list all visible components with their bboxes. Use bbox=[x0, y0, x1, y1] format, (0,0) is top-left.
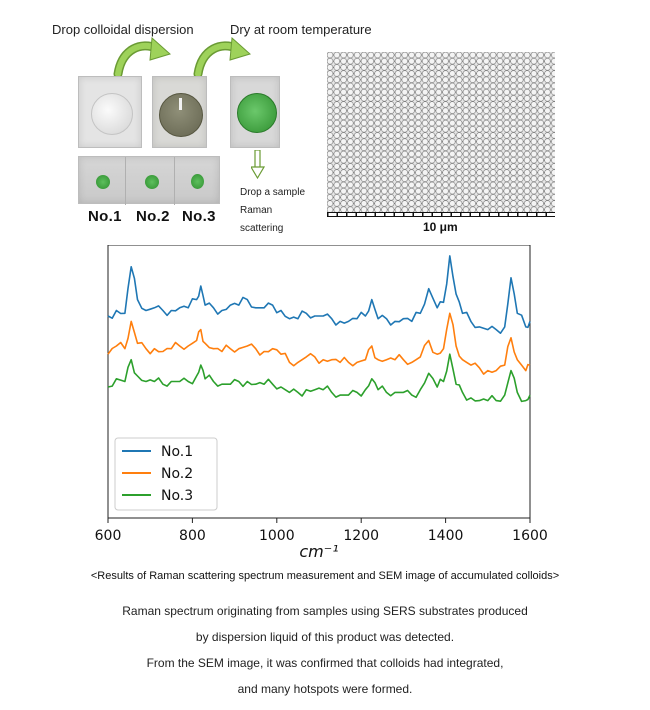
photo-dried-green bbox=[230, 76, 280, 148]
sem-scale-bar bbox=[327, 212, 555, 217]
figure-caption: <Results of Raman scattering spectrum me… bbox=[90, 570, 560, 582]
x-tick-label: 600 bbox=[95, 528, 121, 544]
series-line-no1 bbox=[107, 255, 531, 334]
series-line-no2 bbox=[107, 312, 531, 375]
curved-arrow-1-icon bbox=[113, 36, 172, 78]
x-tick-label: 1000 bbox=[259, 528, 295, 544]
strip-divider bbox=[174, 157, 175, 205]
x-tick-label: 800 bbox=[179, 528, 206, 544]
sample-label-3: No.3 bbox=[182, 208, 216, 225]
down-arrow-icon bbox=[251, 150, 265, 180]
dried-green-spot bbox=[237, 93, 277, 133]
raman-label: Raman bbox=[240, 205, 273, 216]
sample-label-2: No.2 bbox=[136, 208, 170, 225]
x-tick-label: 1200 bbox=[343, 528, 379, 544]
raman-chart: 600 800 1000 1200 1400 1600 No.1 No.2 No.3 cm⁻¹ bbox=[95, 245, 548, 561]
step1-label: Drop colloidal dispersion bbox=[52, 22, 194, 37]
drop-sample-label: Drop a sample bbox=[240, 187, 306, 198]
sem-scale-label: 10 μm bbox=[423, 220, 458, 234]
description-line-2: by dispersion liquid of this product was… bbox=[195, 630, 455, 644]
sem-image bbox=[327, 52, 555, 212]
substrate-disc bbox=[91, 93, 133, 135]
photo-sample-strip bbox=[78, 156, 220, 205]
series-line-no3 bbox=[107, 353, 531, 403]
description-line-3: From the SEM image, it was confirmed tha… bbox=[146, 656, 504, 670]
description-line-1: Raman spectrum originating from samples … bbox=[122, 604, 528, 618]
legend-box bbox=[114, 437, 218, 511]
photo-wet-drop bbox=[152, 76, 207, 148]
description-line-4: and many hotspots were formed. bbox=[237, 682, 413, 696]
step2-label: Dry at room temperature bbox=[230, 22, 372, 37]
photo-substrate bbox=[78, 76, 142, 148]
strip-divider bbox=[125, 157, 126, 205]
curved-arrow-2-icon bbox=[193, 36, 252, 78]
sample-spot-1 bbox=[96, 175, 110, 189]
drop-highlight bbox=[179, 98, 182, 110]
sample-spot-2 bbox=[145, 175, 159, 189]
x-tick-label: 1400 bbox=[428, 528, 464, 544]
sample-spot-3 bbox=[191, 174, 204, 189]
x-axis-label: cm⁻¹ bbox=[299, 542, 338, 561]
legend-label: No.2 bbox=[161, 466, 193, 482]
legend-label: No.1 bbox=[161, 444, 193, 460]
sample-label-1: No.1 bbox=[88, 208, 122, 225]
legend-label: No.3 bbox=[161, 488, 193, 504]
x-tick-label: 1600 bbox=[512, 528, 548, 544]
scattering-label: scattering bbox=[240, 223, 284, 234]
